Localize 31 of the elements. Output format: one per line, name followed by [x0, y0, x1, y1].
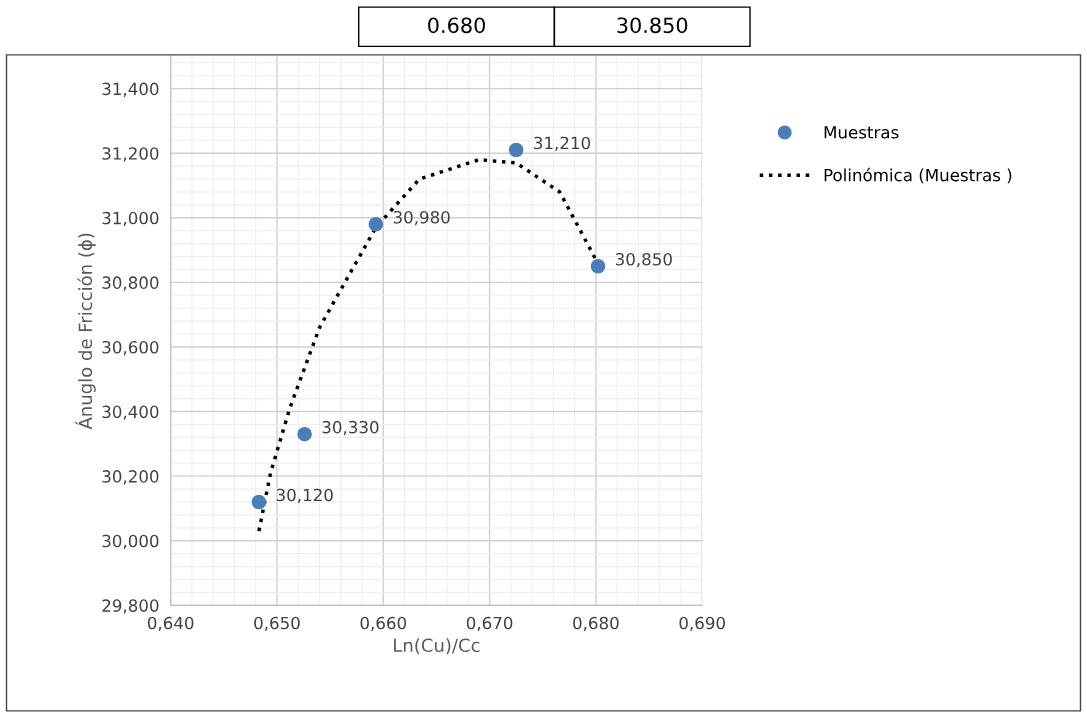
- y-tick-label: 30,800: [102, 276, 159, 291]
- text: 0.680: [428, 17, 485, 34]
- x-tick-label: 0,680: [573, 616, 619, 632]
- y-tick-label: 30,600: [102, 340, 159, 356]
- data-label: 30,330: [322, 420, 379, 436]
- y-tick-label: 31,000: [102, 211, 159, 227]
- y-tick-label: 30,200: [102, 470, 159, 485]
- data-label: 30,120: [276, 488, 333, 503]
- x-tick-label: 0,660: [360, 616, 407, 632]
- point: [368, 216, 384, 232]
- point: [251, 494, 267, 510]
- text: 30.850: [617, 17, 688, 34]
- data-label: 30,850: [615, 252, 672, 268]
- y-tick-label: 30,400: [102, 405, 159, 420]
- data-label: 31,210: [534, 136, 591, 151]
- point: [590, 258, 606, 274]
- x-tick-label: 0,690: [679, 616, 725, 632]
- x-tick-label: 0,670: [466, 616, 513, 632]
- point: [508, 142, 524, 158]
- y-axis-title: Ánuglo de Fricción (ϕ): [75, 233, 96, 430]
- y-tick-label: 31,200: [102, 147, 159, 162]
- legend-label: Polinómica (Muestras ): [824, 167, 1012, 184]
- data-label: 30,980: [393, 210, 450, 226]
- y-tick-label: 30,000: [102, 534, 159, 550]
- legend-label: Muestras: [824, 126, 899, 139]
- y-tick-label: 31,400: [102, 82, 159, 97]
- x-tick-label: 0,640: [147, 616, 194, 632]
- x-axis-title: Ln(Cu)/Cc: [394, 638, 480, 655]
- y-tick-label: 29,800: [102, 599, 159, 614]
- x-tick-label: 0,650: [254, 616, 300, 632]
- point: [297, 426, 312, 442]
